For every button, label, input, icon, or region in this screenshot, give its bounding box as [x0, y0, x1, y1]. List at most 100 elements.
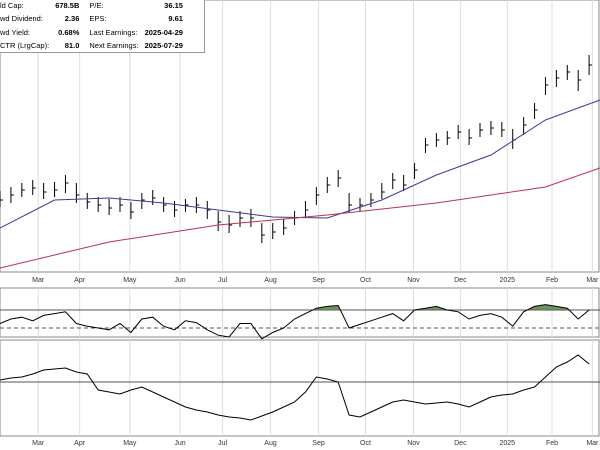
x-tick-label: 2025 — [499, 277, 515, 284]
price-bar — [479, 123, 483, 137]
price-bar — [152, 190, 156, 205]
info-label: wd Yield: — [0, 27, 31, 37]
x-tick-label: Nov — [407, 277, 420, 284]
price-bar — [446, 131, 451, 145]
price-bar — [359, 198, 363, 211]
panel — [0, 339, 600, 437]
price-bar — [392, 173, 396, 189]
indicator-line — [0, 304, 590, 340]
price-bar — [490, 121, 494, 135]
price-bar — [21, 183, 25, 197]
price-bar — [555, 70, 560, 87]
info-left: ld Cap: 678.5B wd Dividend: 2.36 wd Yield: 0.… — [0, 1, 79, 52]
info-value: 2025-07-29 — [144, 40, 183, 50]
info-label: P/E: — [89, 1, 104, 10]
info-value: 2.36 — [64, 14, 80, 24]
price-bar — [163, 197, 167, 212]
price-bar — [304, 201, 309, 217]
price-bar — [43, 183, 47, 199]
info-box: ld Cap: 678.5B wd Dividend: 2.36 wd Yield: 0.… — [0, 0, 205, 53]
price-bar — [97, 197, 102, 212]
price-bar — [174, 201, 178, 217]
price-bar — [54, 182, 58, 197]
x-tick-label: 2025 — [499, 440, 515, 447]
x-tick-label: Aug — [264, 277, 277, 284]
panel — [0, 287, 600, 338]
info-label: Last Earnings: — [89, 27, 138, 37]
x-tick-label: May — [123, 277, 137, 284]
price-bar — [32, 180, 36, 195]
price-bar — [130, 202, 134, 219]
moving-average — [0, 167, 600, 269]
price-bar — [534, 103, 538, 119]
price-bar — [10, 187, 14, 203]
x-tick-label: Apr — [74, 277, 86, 284]
x-tick-label: Aug — [264, 440, 277, 447]
x-tick-label: Jul — [218, 277, 227, 284]
price-bar — [283, 219, 287, 235]
price-bar — [337, 170, 342, 187]
info-label: CTR (LrgCap): — [0, 40, 50, 50]
price-bar — [435, 133, 440, 147]
price-bar — [577, 70, 582, 91]
x-tick-label: Jul — [218, 440, 227, 447]
x-tick-label: Mar — [32, 277, 45, 284]
x-tick-label: Mar — [586, 277, 599, 284]
info-value: 2025-04-29 — [144, 27, 183, 37]
price-bar — [250, 209, 254, 227]
price-bar — [381, 183, 385, 199]
price-bar — [75, 183, 80, 203]
info-label: Next Earnings: — [89, 40, 139, 50]
x-tick-label: Apr — [74, 440, 86, 447]
panel — [0, 0, 600, 273]
x-tick-label: Oct — [360, 440, 371, 447]
price-bar — [468, 129, 473, 145]
price-bar — [523, 117, 527, 135]
price-bar — [370, 193, 374, 207]
moving-average — [0, 99, 600, 229]
price-bar — [206, 201, 211, 219]
price-bar — [108, 199, 113, 215]
x-tick-label: Feb — [546, 440, 558, 447]
price-bar — [588, 55, 593, 75]
x-tick-label: Dec — [454, 440, 467, 447]
x-tick-label: May — [123, 440, 137, 447]
info-value: 81.0 — [64, 40, 80, 50]
x-tick-label: Dec — [454, 277, 467, 284]
price-bar — [348, 193, 353, 213]
x-tick-label: Jun — [174, 440, 185, 447]
price-bar — [86, 193, 91, 209]
x-tick-label: Sep — [312, 440, 325, 447]
x-tick-label: Oct — [360, 277, 371, 284]
price-bar — [544, 77, 549, 95]
price-bar — [326, 177, 331, 193]
x-tick-label: Mar — [32, 440, 45, 447]
price-bar — [414, 163, 418, 179]
price-bar — [403, 175, 407, 191]
info-value: 9.61 — [168, 14, 183, 24]
price-bar — [424, 138, 429, 153]
price-bar — [566, 65, 571, 80]
info-value: 678.5B — [55, 1, 80, 10]
info-right: P/E: 36.15 EPS: 9.61 Last Earnings: 2025-04-2… — [89, 1, 183, 52]
price-bar — [0, 191, 3, 207]
x-tick-label: Nov — [407, 440, 420, 447]
price-bar — [457, 125, 462, 139]
price-bar — [272, 223, 276, 239]
x-tick-label: Feb — [546, 277, 558, 284]
price-bar — [217, 211, 222, 231]
price-bar — [195, 197, 200, 213]
price-bar — [261, 223, 265, 243]
x-tick-label: Jun — [174, 277, 185, 284]
info-label: ld Cap: — [0, 1, 24, 10]
info-label: wd Dividend: — [0, 14, 43, 24]
info-value: 36.15 — [164, 1, 183, 10]
x-tick-label: Sep — [312, 277, 325, 284]
price-bar — [501, 122, 505, 137]
price-bar — [239, 211, 243, 227]
indicator-line — [0, 354, 590, 421]
info-label: EPS: — [89, 14, 107, 24]
info-value: 0.68% — [58, 27, 80, 37]
price-bar — [315, 187, 320, 205]
